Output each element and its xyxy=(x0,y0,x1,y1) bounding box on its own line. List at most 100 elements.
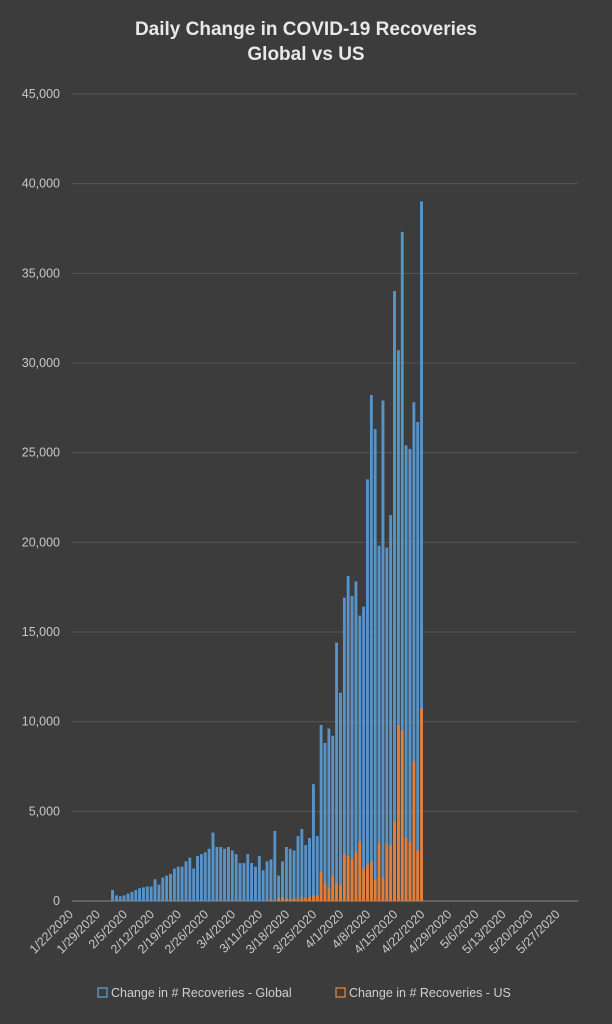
bar-global xyxy=(315,836,319,902)
bar-us xyxy=(400,730,404,902)
bar-global xyxy=(192,868,196,902)
bar-global xyxy=(350,595,354,902)
y-tick-label: 15,000 xyxy=(22,625,60,639)
bar-global xyxy=(288,848,292,902)
bar-us xyxy=(362,868,366,902)
bar-us xyxy=(385,843,389,902)
bar-global xyxy=(115,895,118,902)
bar-global xyxy=(346,576,350,902)
bar-global xyxy=(261,870,265,902)
legend-swatch xyxy=(97,987,108,998)
bar-global xyxy=(145,886,149,902)
legend-label: Change in # Recoveries - Global xyxy=(111,986,292,1000)
bar-global xyxy=(153,879,157,902)
bar-global xyxy=(323,742,327,902)
bar-us xyxy=(358,841,362,902)
bar-global xyxy=(223,848,226,902)
bar-global xyxy=(138,888,141,902)
bar-global xyxy=(230,850,234,902)
legend: Change in # Recoveries - Global Change in… xyxy=(97,986,511,1000)
bar-us xyxy=(416,850,420,902)
bar-global xyxy=(273,830,277,902)
bar-global xyxy=(203,852,207,902)
y-tick-label: 40,000 xyxy=(22,177,60,191)
bar-global xyxy=(250,863,254,902)
bar-us xyxy=(304,898,308,902)
bar-global xyxy=(373,429,377,902)
bar-us xyxy=(381,877,385,902)
legend-swatch xyxy=(335,987,346,998)
bar-global xyxy=(180,866,184,902)
bar-global xyxy=(165,875,169,902)
bar-global xyxy=(118,896,122,902)
bar-us xyxy=(312,895,315,902)
bar-us xyxy=(373,879,377,902)
bar-us xyxy=(308,897,311,902)
bar-global xyxy=(381,400,385,902)
bar-global xyxy=(184,861,188,902)
bar-global xyxy=(196,855,199,902)
bar-global xyxy=(265,861,269,902)
y-tick-label: 35,000 xyxy=(22,266,60,280)
bar-us xyxy=(327,888,331,902)
bar-us xyxy=(296,899,300,902)
gridlines xyxy=(72,93,578,902)
x-axis: 1/22/20201/29/20202/5/20202/12/20202/19/… xyxy=(27,907,563,956)
bar-us xyxy=(335,882,338,902)
y-tick-label: 45,000 xyxy=(22,87,60,101)
bar-us xyxy=(281,897,284,902)
bar-us xyxy=(396,725,400,902)
y-tick-label: 30,000 xyxy=(22,356,60,370)
bar-us xyxy=(300,897,304,902)
bar-global xyxy=(257,855,261,902)
bar-global xyxy=(157,884,161,902)
bar-global xyxy=(335,642,338,902)
bar-global xyxy=(176,866,180,902)
legend-label: Change in # Recoveries - US xyxy=(349,986,511,1000)
bar-us xyxy=(277,898,281,902)
bar-global xyxy=(227,847,230,902)
bar-global xyxy=(207,848,211,902)
bar-us xyxy=(366,864,369,902)
y-axis: 0 5,000 10,000 15,000 20,000 25,000 30,000 35,0… xyxy=(22,87,60,908)
chart-title: Daily Change in COVID-19 Recoveries xyxy=(134,19,478,40)
bar-global xyxy=(362,606,366,902)
bar-us xyxy=(408,841,412,902)
bar-global xyxy=(215,847,219,902)
bar-global xyxy=(130,891,134,902)
bar-us xyxy=(319,872,323,902)
bar-global xyxy=(277,875,281,902)
bar-global xyxy=(234,854,238,902)
bar-global xyxy=(300,829,304,902)
bar-us xyxy=(346,855,350,902)
bar-us xyxy=(342,854,346,902)
y-tick-label: 20,000 xyxy=(22,535,60,549)
bar-global xyxy=(142,887,145,902)
bar-global xyxy=(281,861,284,902)
bar-global xyxy=(296,836,300,902)
bar-us xyxy=(315,895,319,902)
bar-global xyxy=(404,445,408,902)
series-global xyxy=(111,201,423,902)
bar-global xyxy=(292,850,296,902)
bar-global xyxy=(199,854,203,902)
bar-global xyxy=(149,886,153,902)
bar-us xyxy=(284,898,288,902)
y-tick-label: 5,000 xyxy=(29,804,60,818)
bar-global xyxy=(312,784,315,902)
bar-global xyxy=(238,863,242,902)
bar-global xyxy=(219,847,223,902)
bar-us xyxy=(369,861,373,902)
bar-us xyxy=(404,838,408,902)
bar-us xyxy=(420,708,423,902)
bar-global xyxy=(122,895,126,902)
bar-us xyxy=(389,845,393,902)
bar-us xyxy=(339,884,342,902)
bar-us xyxy=(323,882,327,902)
bar-us xyxy=(377,843,381,902)
bar-us xyxy=(354,852,358,902)
bar-global xyxy=(408,448,412,902)
bar-global xyxy=(126,893,130,902)
bar-global xyxy=(393,291,396,902)
